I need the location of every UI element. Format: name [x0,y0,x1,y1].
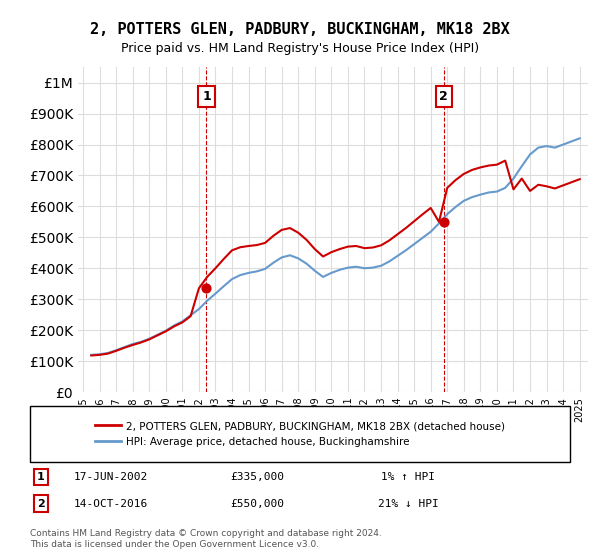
Text: 21% ↓ HPI: 21% ↓ HPI [377,499,439,509]
Text: 2: 2 [37,499,44,509]
Text: Contains HM Land Registry data © Crown copyright and database right 2024.
This d: Contains HM Land Registry data © Crown c… [30,529,382,549]
Text: £335,000: £335,000 [230,472,284,482]
Legend: 2, POTTERS GLEN, PADBURY, BUCKINGHAM, MK18 2BX (detached house), HPI: Average pr: 2, POTTERS GLEN, PADBURY, BUCKINGHAM, MK… [89,416,511,452]
Text: 2, POTTERS GLEN, PADBURY, BUCKINGHAM, MK18 2BX: 2, POTTERS GLEN, PADBURY, BUCKINGHAM, MK… [90,22,510,38]
Text: 2: 2 [439,90,448,103]
FancyBboxPatch shape [30,406,570,462]
Text: £550,000: £550,000 [230,499,284,509]
Text: 1: 1 [202,90,211,103]
Text: 14-OCT-2016: 14-OCT-2016 [74,499,148,509]
Text: 1: 1 [37,472,44,482]
Text: 17-JUN-2002: 17-JUN-2002 [74,472,148,482]
Text: 1% ↑ HPI: 1% ↑ HPI [381,472,435,482]
Text: Price paid vs. HM Land Registry's House Price Index (HPI): Price paid vs. HM Land Registry's House … [121,42,479,55]
Point [202,284,211,293]
Point [439,217,449,226]
